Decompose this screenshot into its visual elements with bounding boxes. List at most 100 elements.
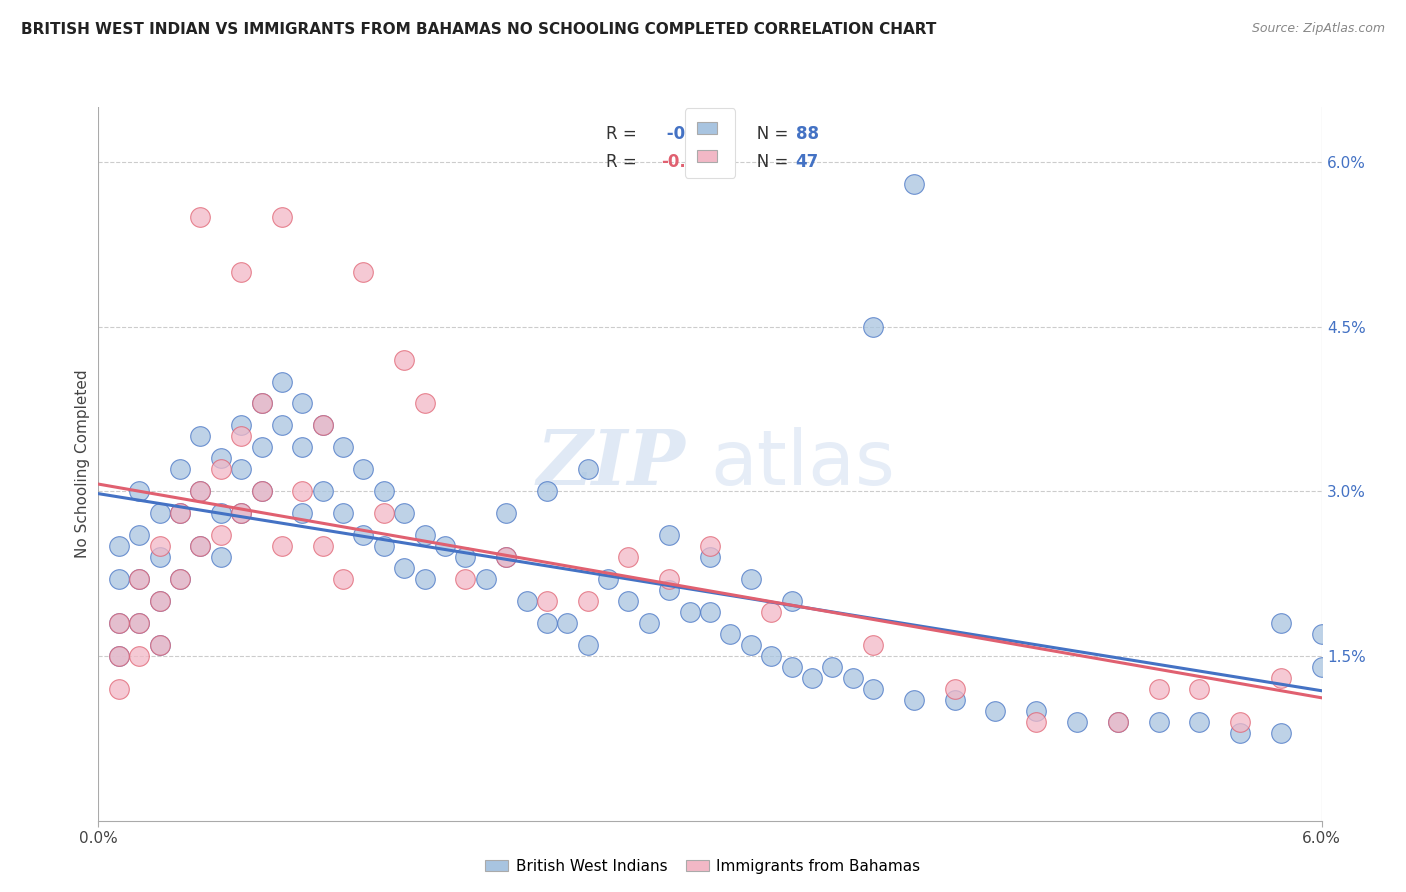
Point [536, 484, 558, 499]
Y-axis label: No Schooling Completed: No Schooling Completed [75, 369, 90, 558]
Point [903, 693, 925, 707]
Point [291, 396, 314, 410]
Point [1270, 671, 1292, 685]
Point [392, 561, 416, 575]
Point [169, 572, 191, 586]
Text: -0.189: -0.189 [661, 125, 727, 143]
Point [740, 638, 762, 652]
Point [231, 506, 253, 520]
Point [108, 648, 131, 663]
Point [495, 550, 517, 565]
Point [943, 681, 966, 696]
Point [576, 638, 599, 652]
Point [598, 572, 620, 586]
Point [231, 265, 253, 279]
Point [128, 484, 150, 499]
Point [188, 539, 212, 553]
Point [780, 594, 803, 608]
Point [761, 605, 783, 619]
Point [718, 627, 742, 641]
Point [311, 418, 335, 433]
Text: 47: 47 [796, 153, 818, 171]
Point [841, 671, 863, 685]
Text: -0.004: -0.004 [661, 153, 720, 171]
Point [108, 572, 131, 586]
Point [250, 441, 273, 455]
Point [433, 539, 456, 553]
Point [149, 539, 172, 553]
Text: N =: N = [741, 153, 793, 171]
Point [108, 615, 131, 630]
Point [903, 177, 925, 191]
Point [474, 572, 498, 586]
Point [943, 693, 966, 707]
Point [128, 648, 150, 663]
Point [270, 539, 292, 553]
Text: 88: 88 [796, 125, 818, 143]
Point [149, 550, 172, 565]
Point [516, 594, 538, 608]
Point [413, 396, 436, 410]
Point [231, 462, 253, 476]
Point [1147, 714, 1170, 729]
Point [108, 615, 131, 630]
Point [536, 615, 558, 630]
Legend: , : , [685, 108, 735, 178]
Point [332, 572, 354, 586]
Point [658, 583, 681, 598]
Point [413, 528, 436, 542]
Point [699, 539, 721, 553]
Point [1107, 714, 1129, 729]
Point [454, 550, 477, 565]
Point [169, 572, 191, 586]
Point [332, 506, 354, 520]
Point [699, 605, 721, 619]
Point [250, 396, 273, 410]
Point [291, 441, 314, 455]
Point [1229, 714, 1251, 729]
Point [128, 615, 150, 630]
Point [862, 681, 884, 696]
Point [1147, 681, 1170, 696]
Point [188, 484, 212, 499]
Text: Source: ZipAtlas.com: Source: ZipAtlas.com [1251, 22, 1385, 36]
Point [250, 396, 273, 410]
Point [413, 572, 436, 586]
Point [373, 539, 395, 553]
Point [392, 506, 416, 520]
Point [1270, 726, 1292, 740]
Point [149, 594, 172, 608]
Point [209, 451, 232, 466]
Point [352, 462, 374, 476]
Point [1025, 714, 1047, 729]
Point [536, 594, 558, 608]
Point [373, 506, 395, 520]
Point [149, 506, 172, 520]
Point [761, 648, 783, 663]
Point [149, 638, 172, 652]
Point [1229, 726, 1251, 740]
Point [311, 539, 335, 553]
Point [495, 506, 517, 520]
Point [679, 605, 702, 619]
Point [169, 506, 191, 520]
Point [108, 681, 131, 696]
Text: R =: R = [606, 125, 643, 143]
Point [209, 528, 232, 542]
Point [392, 352, 416, 367]
Point [1310, 660, 1333, 674]
Point [291, 506, 314, 520]
Point [658, 528, 681, 542]
Point [373, 484, 395, 499]
Text: BRITISH WEST INDIAN VS IMMIGRANTS FROM BAHAMAS NO SCHOOLING COMPLETED CORRELATIO: BRITISH WEST INDIAN VS IMMIGRANTS FROM B… [21, 22, 936, 37]
Point [1025, 704, 1047, 718]
Text: R =: R = [606, 153, 643, 171]
Point [149, 638, 172, 652]
Point [332, 441, 354, 455]
Point [311, 484, 335, 499]
Point [1066, 714, 1088, 729]
Point [699, 550, 721, 565]
Point [740, 572, 762, 586]
Point [495, 550, 517, 565]
Point [250, 484, 273, 499]
